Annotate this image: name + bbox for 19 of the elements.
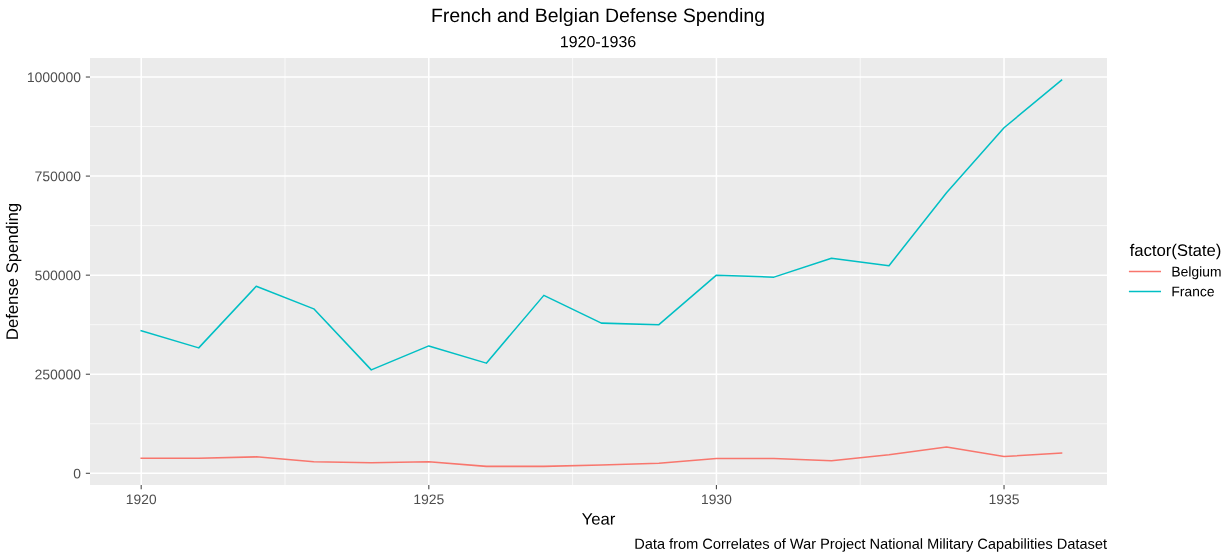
y-tick-label: 0 bbox=[73, 468, 81, 479]
legend-label: France bbox=[1172, 286, 1214, 297]
chart-title: French and Belgian Defense Spending bbox=[432, 7, 764, 27]
legend-label: Belgium bbox=[1172, 266, 1221, 280]
x-tick-label: 1935 bbox=[989, 494, 1019, 505]
x-tick-label: 1930 bbox=[702, 494, 732, 505]
text: Data from Correlates of War Project National Military Capabilities Dataset bbox=[635, 538, 1107, 552]
x-tick-label: 1925 bbox=[414, 494, 444, 505]
line-series bbox=[140, 446, 1063, 468]
line-series bbox=[140, 79, 1063, 371]
x-axis-title: Year bbox=[582, 513, 616, 525]
y-axis-title: Defense Spending bbox=[5, 204, 22, 339]
y-tick-label: 1000000 bbox=[27, 72, 81, 83]
y-tick-label: 250000 bbox=[35, 369, 81, 380]
legend-title: factor(State) bbox=[1129, 243, 1221, 260]
chart-subtitle: 1920-1936 bbox=[561, 35, 636, 48]
y-tick-label: 500000 bbox=[35, 270, 81, 281]
x-tick-label: 1920 bbox=[126, 494, 157, 505]
y-tick-label: 750000 bbox=[35, 171, 81, 182]
